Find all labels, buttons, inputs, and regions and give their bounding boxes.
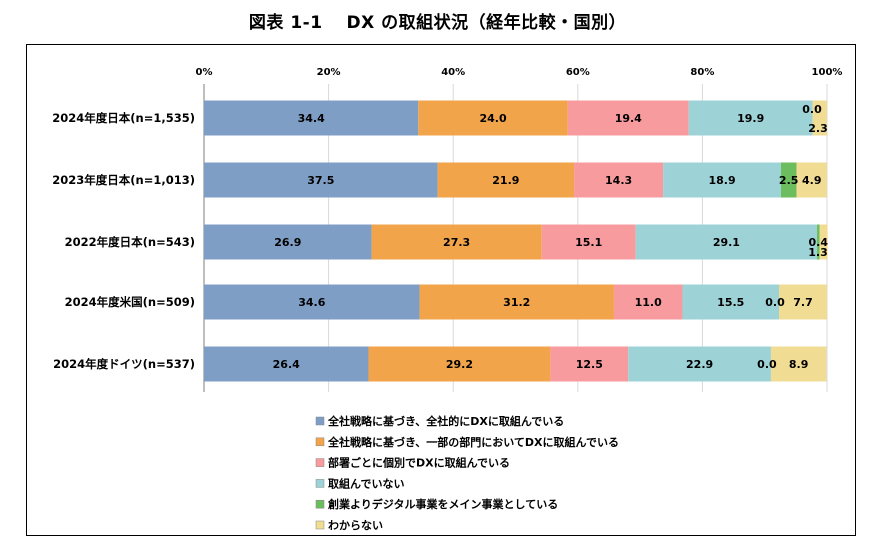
- legend-swatch: [315, 416, 325, 426]
- x-tick-label: 40%: [441, 67, 465, 78]
- bar-segment: [541, 224, 636, 260]
- bar-segment: [368, 346, 551, 382]
- x-tick-label: 100%: [812, 67, 843, 78]
- bar-segment: [796, 162, 827, 198]
- data-label: 15.1: [575, 236, 602, 249]
- bar-segment: [437, 162, 575, 198]
- data-label: 18.9: [708, 174, 735, 187]
- data-label: 15.5: [717, 296, 744, 309]
- category-label: 2023年度日本(n=1,013): [52, 173, 195, 187]
- data-label: 34.4: [298, 112, 325, 125]
- category-label: 2024年度日本(n=1,535): [52, 111, 195, 125]
- category-label: 2022年度日本(n=543): [65, 235, 195, 249]
- legend-entry: 部署ごとに個別でDXに取組んでいる: [328, 456, 510, 470]
- x-tick-label: 60%: [566, 67, 590, 78]
- data-label: 0.0: [802, 103, 822, 116]
- legend-swatch: [315, 499, 325, 509]
- chart-frame: [26, 44, 856, 536]
- data-label: 19.9: [737, 112, 764, 125]
- x-tick-label: 0%: [196, 67, 213, 78]
- bar-segment: [817, 224, 820, 260]
- bar-segment: [419, 284, 614, 320]
- legend-swatch: [315, 520, 325, 530]
- data-label: 7.7: [793, 296, 813, 309]
- bar-segment: [418, 100, 568, 136]
- bar-segment: [550, 346, 629, 382]
- bar-segment: [371, 224, 542, 260]
- chart-title: 図表 1-1 DX の取組状況（経年比較・国別）: [248, 13, 627, 33]
- bar-segment: [688, 100, 813, 136]
- bar-segment: [770, 346, 827, 382]
- bar-segment: [204, 162, 438, 198]
- data-label: 26.9: [274, 236, 301, 249]
- legend-swatch: [315, 479, 325, 488]
- bar-segment: [780, 162, 797, 198]
- legend-entry: 全社戦略に基づき、一部の部門においてDXに取組んでいる: [327, 435, 619, 449]
- data-label: 1.3: [808, 246, 828, 259]
- data-label: 24.0: [480, 112, 507, 125]
- category-label: 2024年度ドイツ(n=537): [53, 357, 195, 371]
- bar-segment: [204, 224, 372, 260]
- bar-segment: [613, 284, 683, 320]
- data-label: 27.3: [443, 236, 470, 249]
- data-label: 11.0: [635, 296, 662, 309]
- data-label: 4.9: [802, 174, 822, 187]
- data-label: 29.1: [713, 236, 740, 249]
- data-label: 22.9: [686, 358, 713, 371]
- bar-segment: [635, 224, 818, 260]
- legend-swatch: [315, 458, 325, 467]
- bar-segment: [663, 162, 781, 198]
- data-label: 14.3: [605, 174, 632, 187]
- x-tick-label: 20%: [317, 67, 341, 78]
- bar-segment: [819, 224, 828, 260]
- data-label: 21.9: [492, 174, 519, 187]
- legend-entry: 創業よりデジタル事業をメイン事業としている: [327, 497, 558, 511]
- category-label: 2024年度米国(n=509): [65, 295, 195, 309]
- bar-segment: [204, 346, 369, 382]
- legend-entry: わからない: [328, 519, 383, 532]
- bar-segment: [812, 100, 827, 136]
- bar-segment: [682, 284, 780, 320]
- bar-segment: [204, 284, 420, 320]
- legend-entry: 全社戦略に基づき、全社的にDXに取組んでいる: [327, 414, 564, 428]
- legend-entry: 取組んでいない: [328, 476, 404, 490]
- data-label: 0.0: [757, 358, 777, 371]
- data-label: 37.5: [307, 174, 334, 187]
- bar-segment: [574, 162, 664, 198]
- legend-swatch: [315, 437, 325, 447]
- data-label: 0.0: [765, 296, 785, 309]
- data-label: 2.3: [808, 122, 828, 135]
- data-label: 12.5: [576, 358, 603, 371]
- bar-segment: [628, 346, 771, 382]
- x-tick-label: 80%: [690, 67, 714, 78]
- bar-segment: [204, 100, 419, 136]
- data-label: 19.4: [615, 112, 642, 125]
- bar-segment: [779, 284, 827, 320]
- data-label: 29.2: [446, 358, 473, 371]
- bar-segment: [567, 100, 689, 136]
- data-label: 26.4: [273, 358, 300, 371]
- data-label: 31.2: [503, 296, 530, 309]
- data-label: 8.9: [789, 358, 809, 371]
- data-label: 34.6: [298, 296, 325, 309]
- data-label: 0.4: [809, 236, 829, 249]
- data-label: 2.5: [779, 174, 799, 187]
